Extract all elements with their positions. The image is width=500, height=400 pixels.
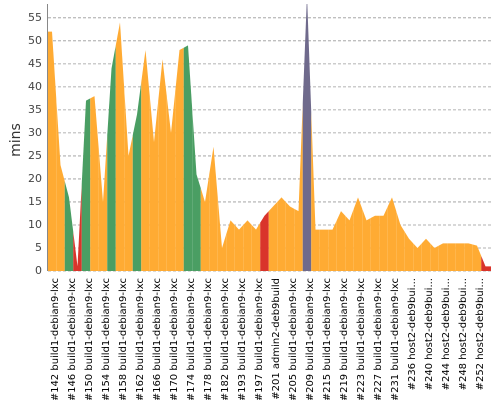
area-segment (285, 201, 295, 271)
x-tick-label: #252 host2-deb9bui... (475, 278, 486, 390)
area-segment (311, 112, 320, 271)
x-tick-label: #170 build1-debian9-lxc (169, 278, 180, 400)
area-segment (200, 174, 210, 271)
area-segment (48, 31, 57, 271)
area-segment (132, 82, 142, 271)
x-tick-label: #150 build1-debian9-lxc (84, 278, 95, 400)
area-segment (396, 211, 405, 271)
area-segment (115, 22, 125, 271)
y-tick-label: 10 (28, 218, 42, 231)
area-segment (472, 244, 482, 271)
area-segment (447, 243, 456, 271)
x-tick-label: #205 build1-debian9-lxc (288, 278, 299, 400)
area-segment (183, 45, 193, 271)
area-segment (234, 224, 244, 271)
area-segment (353, 197, 363, 271)
x-tick-label: #201 admin2-deb9build (271, 278, 282, 400)
area-segment (268, 201, 278, 271)
y-tick-label: 55 (28, 11, 42, 24)
y-tick-label: 35 (28, 103, 42, 116)
x-tick-label: #154 build1-debian9-lxc (101, 278, 112, 400)
area-segment (158, 59, 167, 271)
area-segment (141, 50, 150, 271)
area-segment (328, 220, 337, 271)
area-segment (64, 181, 74, 271)
area-segment (56, 98, 65, 271)
x-tick-label: #209 build1-debian9-lxc (305, 278, 316, 400)
y-tick-label: 20 (28, 172, 42, 185)
area-segment (336, 211, 346, 271)
x-tick-label: #231 build1-debian9-lxc (390, 278, 401, 400)
y-tick-label: 30 (28, 126, 42, 139)
x-tick-label: #227 build1-debian9-lxc (373, 278, 384, 400)
area-segment (217, 197, 227, 271)
area-segment (73, 183, 82, 271)
y-tick-label: 50 (28, 34, 42, 47)
x-tick-label: #178 build1-debian9-lxc (203, 278, 214, 400)
area-segment (404, 231, 414, 271)
y-tick-label: 0 (35, 264, 42, 277)
area-segment (379, 206, 388, 271)
area-segment (413, 243, 422, 271)
area-segment (455, 243, 465, 271)
area-segment (362, 208, 371, 271)
y-tick-label: 5 (35, 241, 42, 254)
area-segment (226, 220, 235, 271)
x-tick-label: #219 build1-debian9-lxc (339, 278, 350, 400)
x-tick-label: #142 build1-debian9-lxc (50, 278, 61, 400)
x-tick-label: #193 build1-debian9-lxc (237, 278, 248, 400)
area-segment (251, 222, 261, 271)
area-segment (294, 102, 303, 271)
area-segment (319, 229, 329, 271)
area-segment (90, 96, 99, 271)
area-segment (192, 109, 201, 271)
area-segment (370, 215, 380, 271)
x-tick-label: #240 host2-deb9bui... (424, 278, 435, 390)
area-segment (302, 4, 312, 271)
area-segment (421, 238, 431, 271)
area-segment (430, 243, 439, 271)
x-tick-label: #223 build1-debian9-lxc (356, 278, 367, 400)
y-tick-label: 25 (28, 149, 42, 162)
x-tick-label: #215 build1-debian9-lxc (322, 278, 333, 400)
area-segment (481, 256, 491, 271)
x-tick-label: #162 build1-debian9-lxc (135, 278, 146, 400)
x-tick-label: #166 build1-debian9-lxc (152, 278, 163, 400)
area-segment (175, 47, 184, 271)
area-segment (149, 96, 159, 271)
area-segment (166, 91, 176, 271)
x-tick-label: #197 build1-debian9-lxc (254, 278, 265, 400)
x-tick-label: #158 build1-debian9-lxc (118, 278, 129, 400)
x-tick-label: #248 host2-deb9bui... (458, 278, 469, 390)
area-segment (209, 146, 218, 271)
x-tick-label: #174 build1-debian9-lxc (186, 278, 197, 400)
area-segment (464, 243, 473, 271)
x-tick-label: #182 build1-debian9-lxc (220, 278, 231, 400)
y-tick-label: 45 (28, 57, 42, 70)
area-segment (387, 197, 397, 271)
x-tick-label: #236 host2-deb9bui... (407, 278, 418, 390)
area-segment (243, 220, 252, 271)
area-segment (124, 89, 133, 271)
area-segment (438, 243, 448, 271)
x-tick-label: #146 build1-debian9-lxc (67, 278, 78, 400)
area-segment (345, 208, 354, 271)
area-segment (81, 98, 91, 271)
plot-area (48, 4, 491, 271)
y-tick-label: 15 (28, 195, 42, 208)
y-tick-label: 40 (28, 80, 42, 93)
x-tick-label: #244 host2-deb9bui... (441, 278, 452, 390)
area-segment (98, 135, 108, 271)
area-segment (260, 211, 269, 271)
y-axis-label: mins (8, 123, 24, 157)
area-segment (107, 45, 116, 271)
area-segment (277, 197, 286, 271)
